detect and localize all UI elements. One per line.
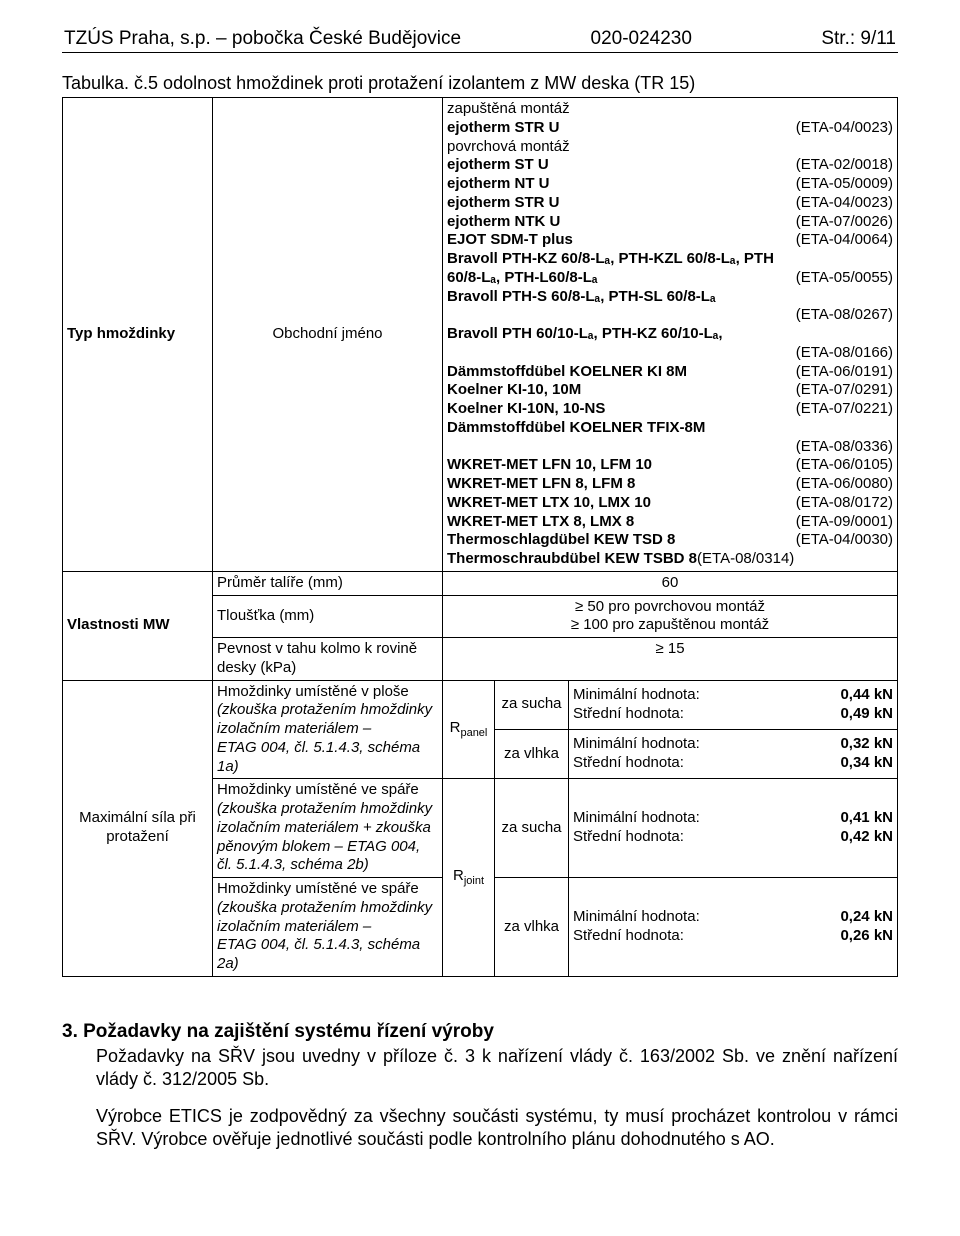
product-row: (ETA-08/0267) xyxy=(447,306,893,325)
cell-pevnost-value: ≥ 15 xyxy=(443,638,898,681)
product-row: Koelner KI-10N, 10-NS(ETA-07/0221) xyxy=(447,400,893,419)
product-row: ejotherm NT U(ETA-05/0009) xyxy=(447,175,893,194)
product-row: ejotherm NTK U(ETA-07/0026) xyxy=(447,213,893,232)
cell-plose: Hmoždinky umístěné v ploše (zkouška prot… xyxy=(213,680,443,779)
product-row: Thermoschlagdübel KEW TSD 8(ETA-04/0030) xyxy=(447,531,893,550)
cell-za-vlhka-2: za vlhka xyxy=(495,878,569,977)
table-caption: Tabulka. č.5 odolnost hmoždinek proti pr… xyxy=(62,73,898,94)
cell-za-vlhka-1: za vlhka xyxy=(495,729,569,778)
r1b: Střední hodnota: xyxy=(573,705,684,724)
plose-head: Hmoždinky umístěné v ploše xyxy=(217,683,409,700)
cell-pevnost-label: Pevnost v tahu kolmo k rovině desky (kPa… xyxy=(213,638,443,681)
r2bv: 0,34 kN xyxy=(840,754,893,773)
product-row: WKRET-MET LTX 10, LMX 10(ETA-08/0172) xyxy=(447,494,893,513)
cell-result-1: Minimální hodnota: 0,44 kN Střední hodnot… xyxy=(569,680,898,729)
r3bv: 0,42 kN xyxy=(840,828,893,847)
cell-rpanel: Rpanel xyxy=(443,680,495,779)
product-row: Dämmstoffdübel KOELNER TFIX-8M xyxy=(447,419,893,438)
product-row: (ETA-08/0166) xyxy=(447,344,893,363)
cell-za-sucha-1: za sucha xyxy=(495,680,569,729)
r3a: Minimální hodnota: xyxy=(573,809,700,828)
product-row: Bravoll PTH-S 60/8-Lₐ, PTH-SL 60/8-Lₐ xyxy=(447,288,893,307)
row-typ-hmozdinky: Typ hmoždinky xyxy=(63,98,213,572)
row-vlastnosti-mw: Vlastnosti MW xyxy=(63,571,213,680)
r4b: Střední hodnota: xyxy=(573,927,684,946)
cell-rjoint: Rjoint xyxy=(443,779,495,977)
r4bv: 0,26 kN xyxy=(840,927,893,946)
cell-za-sucha-2: za sucha xyxy=(495,779,569,878)
product-row: Bravoll PTH-KZ 60/8-Lₐ, PTH-KZL 60/8-Lₐ,… xyxy=(447,250,893,269)
product-row: Dämmstoffdübel KOELNER KI 8M(ETA-06/0191… xyxy=(447,363,893,382)
section3-p2: Výrobce ETICS je zodpovědný za všechny s… xyxy=(96,1105,898,1151)
product-row: ejotherm STR U(ETA-04/0023) xyxy=(447,119,893,138)
cell-obchodni-jmeno: Obchodní jméno xyxy=(213,98,443,572)
r4av: 0,24 kN xyxy=(840,908,893,927)
cell-spare2: Hmoždinky umístěné ve spáře (zkouška pro… xyxy=(213,878,443,977)
spare1-head: Hmoždinky umístěné ve spáře xyxy=(217,781,419,798)
main-table: Typ hmoždinky Obchodní jméno zapuštěná m… xyxy=(62,97,898,977)
row-max-sila: Maximální síla při protažení xyxy=(63,680,213,976)
r1bv: 0,49 kN xyxy=(840,705,893,724)
spare2-head: Hmoždinky umístěné ve spáře xyxy=(217,880,419,897)
product-row: (ETA-08/0336) xyxy=(447,438,893,457)
cell-result-3: Minimální hodnota: 0,41 kN Střední hodnot… xyxy=(569,779,898,878)
product-row: EJOT SDM-T plus(ETA-04/0064) xyxy=(447,231,893,250)
cell-prumer-label: Průměr talíře (mm) xyxy=(213,571,443,595)
cell-result-2: Minimální hodnota: 0,32 kN Střední hodnot… xyxy=(569,729,898,778)
section3-heading: 3. Požadavky na zajištění systému řízení… xyxy=(62,1021,898,1043)
product-row: ejotherm ST U(ETA-02/0018) xyxy=(447,156,893,175)
product-row: WKRET-MET LTX 8, LMX 8(ETA-09/0001) xyxy=(447,513,893,532)
cell-tloustka-value: ≥ 50 pro povrchovou montáž ≥ 100 pro zap… xyxy=(443,595,898,638)
r1av: 0,44 kN xyxy=(840,686,893,705)
product-row: WKRET-MET LFN 8, LFM 8(ETA-06/0080) xyxy=(447,475,893,494)
cell-spare1: Hmoždinky umístěné ve spáře (zkouška pro… xyxy=(213,779,443,878)
r2b: Střední hodnota: xyxy=(573,754,684,773)
product-row: WKRET-MET LFN 10, LFM 10(ETA-06/0105) xyxy=(447,456,893,475)
r3b: Střední hodnota: xyxy=(573,828,684,847)
r2av: 0,32 kN xyxy=(840,735,893,754)
cell-products: zapuštěná montáž ejotherm STR U(ETA-04/0… xyxy=(443,98,898,572)
product-row: povrchová montáž xyxy=(447,138,893,157)
spare2-body: (zkouška protažením hmoždinky izolačním … xyxy=(217,899,432,972)
zapustena-montaz: zapuštěná montáž xyxy=(447,100,893,119)
section3-p1: Požadavky na SŘV jsou uvedny v příloze č… xyxy=(96,1045,898,1091)
header-center: 020-024230 xyxy=(591,28,692,50)
plose-body: (zkouška protažením hmoždinky izolačním … xyxy=(217,701,432,774)
product-row: 60/8-Lₐ, PTH-L60/8-Lₐ(ETA-05/0055) xyxy=(447,269,893,288)
r3av: 0,41 kN xyxy=(840,809,893,828)
cell-prumer-value: 60 xyxy=(443,571,898,595)
cell-result-4: Minimální hodnota: 0,24 kN Střední hodnot… xyxy=(569,878,898,977)
product-row: ejotherm STR U(ETA-04/0023) xyxy=(447,194,893,213)
product-row: Koelner KI-10, 10M(ETA-07/0291) xyxy=(447,381,893,400)
cell-tloustka-label: Tloušťka (mm) xyxy=(213,595,443,638)
r4a: Minimální hodnota: xyxy=(573,908,700,927)
product-row: Thermoschraubdübel KEW TSBD 8(ETA-08/031… xyxy=(447,550,893,569)
product-row: Bravoll PTH 60/10-Lₐ, PTH-KZ 60/10-Lₐ, xyxy=(447,325,893,344)
spare1-body: (zkouška protažením hmoždinky izolačním … xyxy=(217,800,432,873)
r1a: Minimální hodnota: xyxy=(573,686,700,705)
header-right: Str.: 9/11 xyxy=(821,28,896,50)
r2a: Minimální hodnota: xyxy=(573,735,700,754)
header-left: TZÚS Praha, s.p. – pobočka České Budějov… xyxy=(64,28,461,50)
